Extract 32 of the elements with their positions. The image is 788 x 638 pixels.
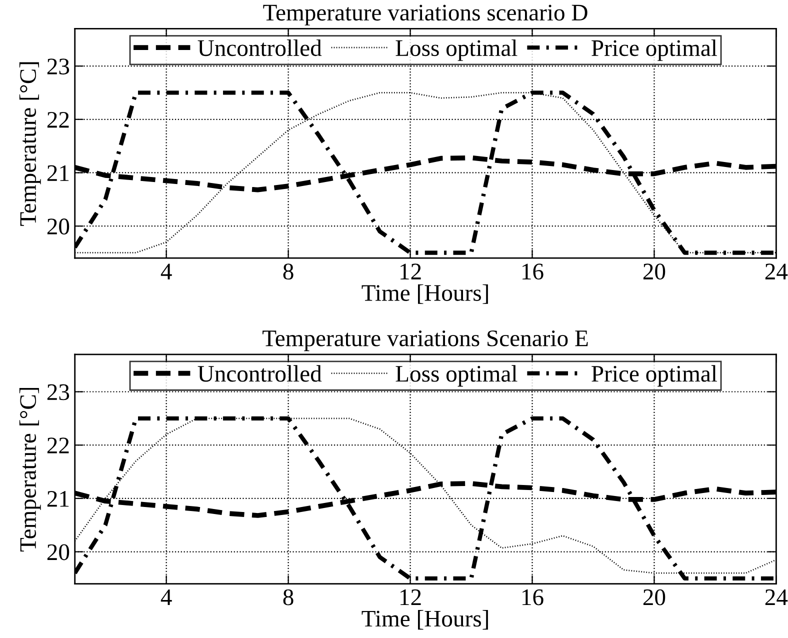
y-tick-label: 22 <box>47 112 69 128</box>
x-tick-label: 24 <box>765 264 788 280</box>
y-tick-label: 23 <box>47 384 70 400</box>
legend-label: Uncontrolled <box>198 39 322 56</box>
x-tick-label: 16 <box>522 264 544 280</box>
y-axis-title: Temperature [°C] <box>19 388 41 552</box>
x-tick-label: 24 <box>765 589 788 606</box>
y-tick-label: 20 <box>47 544 70 560</box>
chart-title: Temperature variations Scenario E <box>262 330 588 352</box>
y-tick-label: 22 <box>47 438 69 454</box>
x-tick-label: 12 <box>400 589 421 606</box>
x-tick-label: 20 <box>643 589 666 606</box>
x-tick-label: 8 <box>283 589 294 606</box>
x-tick-label: 8 <box>283 264 294 280</box>
legend-label: Loss optimal <box>396 39 518 61</box>
y-tick-label: 20 <box>47 218 70 234</box>
legend-label: Price optimal <box>592 39 718 61</box>
x-tick-label: 12 <box>400 264 421 280</box>
x-tick-label: 4 <box>160 264 172 280</box>
y-tick-label: 21 <box>47 165 69 181</box>
y-axis-title: Temperature [°C] <box>19 62 41 226</box>
x-tick-label: 4 <box>160 589 172 606</box>
y-tick-label: 21 <box>47 490 69 507</box>
x-axis-title: Time [Hours] <box>362 610 488 630</box>
legend-label: Price optimal <box>592 365 718 387</box>
legend-label: Loss optimal <box>396 365 518 387</box>
legend-label: Uncontrolled <box>198 365 322 382</box>
x-axis-title: Time [Hours] <box>362 284 488 304</box>
x-tick-label: 16 <box>522 589 544 606</box>
x-tick-label: 20 <box>643 264 666 280</box>
chart-title: Temperature variations scenario D <box>263 4 588 26</box>
y-tick-label: 23 <box>47 58 70 74</box>
